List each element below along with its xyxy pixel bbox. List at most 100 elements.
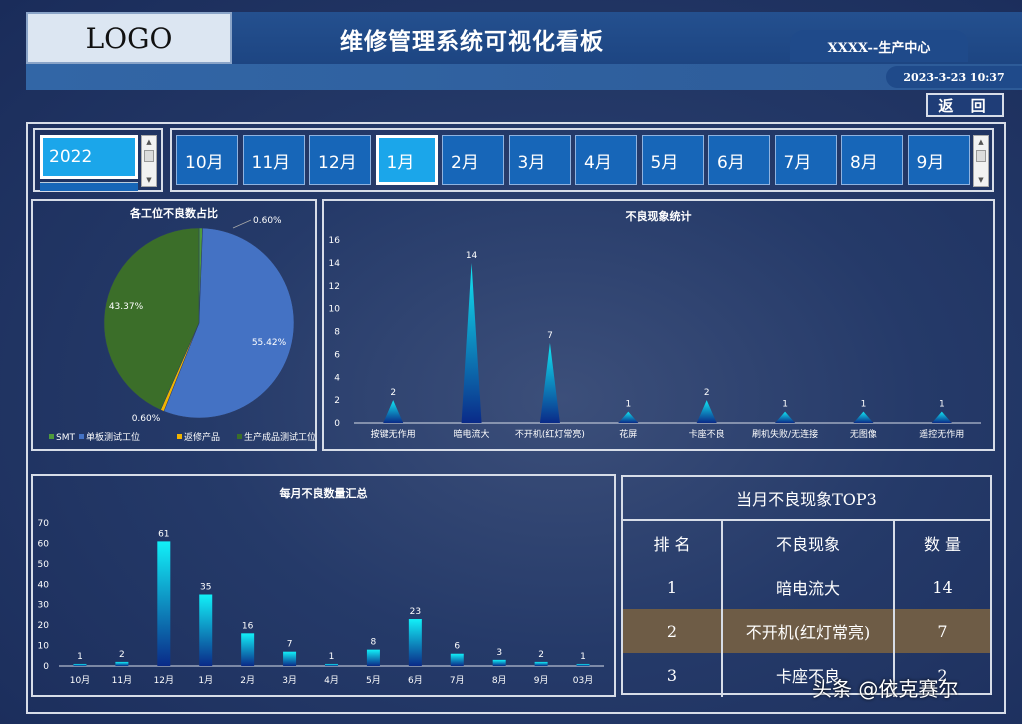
month-tab[interactable]: 9月 bbox=[907, 135, 970, 185]
count-cell: 7 bbox=[937, 621, 948, 641]
month-panel bbox=[170, 128, 994, 192]
table-row: 3 卡座不良 2 bbox=[623, 653, 990, 697]
center-name: XXXX--生产中心 bbox=[790, 30, 968, 62]
x-tick-label: 8月 bbox=[492, 675, 507, 686]
monthly-chart: 010203040506070110月211月6112月351月162月73月1… bbox=[38, 519, 604, 686]
item-cell: 卡座不良 bbox=[721, 653, 895, 697]
x-tick-label: 2月 bbox=[240, 675, 255, 686]
rank-cell: 3 bbox=[666, 665, 678, 685]
y-tick-label: 20 bbox=[38, 621, 50, 631]
x-tick-label: 不开机(红灯常亮) bbox=[515, 428, 585, 440]
bar bbox=[383, 400, 404, 423]
month-tab[interactable]: 5月 bbox=[641, 135, 704, 185]
x-tick-label: 3月 bbox=[282, 675, 297, 686]
month-tab[interactable]: 6月 bbox=[708, 135, 770, 185]
pie-value-label: 43.37% bbox=[109, 302, 144, 312]
top3-title: 当月不良现象TOP3 bbox=[736, 490, 877, 509]
data-label: 1 bbox=[329, 652, 335, 662]
table-row: 1 暗电流大 14 bbox=[623, 565, 990, 609]
leader-line bbox=[232, 219, 252, 229]
data-label: 7 bbox=[547, 331, 553, 341]
bar bbox=[461, 262, 482, 423]
bar bbox=[157, 541, 171, 666]
month-tab[interactable]: 2月 bbox=[442, 135, 504, 185]
header-item: 不良现象 bbox=[721, 521, 895, 565]
year-panel bbox=[33, 128, 163, 192]
monthly-chart-title: 每月不良数量汇总 bbox=[279, 487, 368, 500]
bar bbox=[115, 661, 129, 666]
x-tick-label: 刷机失败/无连接 bbox=[752, 428, 818, 440]
scroll-up-icon[interactable]: ▲ bbox=[978, 138, 984, 146]
legend-label: 生产成品测试工位 bbox=[244, 431, 315, 443]
data-label: 1 bbox=[625, 400, 631, 410]
month-tab[interactable]: 7月 bbox=[774, 135, 837, 185]
month-scrollbar[interactable]: ▲ ▼ bbox=[973, 135, 989, 187]
watermark: 头条 @依克赛尔 bbox=[812, 677, 959, 701]
year-option-selected[interactable]: 2022 bbox=[40, 135, 138, 179]
header-rank: 排 名 bbox=[653, 535, 691, 554]
table-header-row: 排 名 不良现象 数 量 bbox=[623, 521, 990, 565]
bar bbox=[283, 651, 297, 666]
x-tick-label: 5月 bbox=[366, 675, 381, 686]
pie-chart: 0.60% 55.42% 0.60% 43.37% SMT 单板测试工位 返修产品 生产成品测… bbox=[49, 216, 315, 443]
legend-swatch bbox=[237, 434, 242, 439]
bar bbox=[199, 594, 213, 666]
y-tick-label: 10 bbox=[38, 642, 50, 652]
legend-label: SMT bbox=[56, 433, 75, 443]
y-tick-label: 6 bbox=[334, 350, 340, 360]
x-tick-label: 花屏 bbox=[619, 428, 637, 440]
data-label: 8 bbox=[371, 638, 377, 648]
scroll-down-icon[interactable]: ▼ bbox=[146, 176, 152, 184]
bar bbox=[366, 649, 380, 666]
bar-chart-title: 不良现象统计 bbox=[625, 210, 692, 223]
year-option-next[interactable] bbox=[40, 182, 138, 191]
scroll-down-icon[interactable]: ▼ bbox=[978, 176, 984, 184]
y-tick-label: 12 bbox=[329, 282, 340, 292]
pie-chart-panel bbox=[31, 199, 317, 451]
y-tick-label: 0 bbox=[334, 419, 340, 429]
month-tab[interactable]: 10月 bbox=[176, 135, 238, 185]
data-label: 23 bbox=[410, 607, 421, 617]
scroll-thumb[interactable] bbox=[976, 150, 986, 162]
month-tab[interactable]: 11月 bbox=[242, 135, 305, 185]
bar bbox=[696, 400, 717, 423]
datetime: 2023-3-23 10:37 bbox=[886, 66, 1022, 88]
data-label: 7 bbox=[287, 640, 293, 650]
header-count: 数 量 bbox=[923, 535, 962, 554]
bar bbox=[853, 411, 874, 423]
year-scrollbar[interactable]: ▲ ▼ bbox=[141, 135, 157, 187]
legend-swatch bbox=[49, 434, 54, 439]
data-label: 2 bbox=[119, 650, 125, 660]
x-tick-label: 1月 bbox=[198, 675, 213, 686]
month-tab[interactable]: 8月 bbox=[841, 135, 903, 185]
x-tick-label: 12月 bbox=[154, 675, 174, 686]
y-tick-label: 0 bbox=[43, 662, 49, 672]
x-tick-label: 卡座不良 bbox=[689, 428, 725, 440]
y-tick-label: 30 bbox=[38, 601, 50, 611]
x-tick-label: 9月 bbox=[534, 675, 549, 686]
table-row-highlighted: 2 不开机(红灯常亮) 7 bbox=[623, 609, 990, 653]
pie-slice bbox=[163, 227, 295, 419]
legend-label: 单板测试工位 bbox=[86, 431, 140, 443]
month-tab[interactable]: 3月 bbox=[508, 135, 571, 185]
month-tab[interactable]: 12月 bbox=[309, 135, 371, 185]
data-label: 2 bbox=[704, 388, 710, 398]
scroll-up-icon[interactable]: ▲ bbox=[146, 138, 152, 146]
data-label: 1 bbox=[580, 652, 586, 662]
bar bbox=[73, 663, 87, 666]
data-label: 1 bbox=[77, 652, 83, 662]
data-label: 1 bbox=[861, 400, 867, 410]
pie-chart-title: 各工位不良数占比 bbox=[130, 207, 218, 220]
x-tick-label: 10月 bbox=[70, 675, 90, 686]
x-tick-label: 遥控无作用 bbox=[919, 428, 964, 440]
back-button[interactable]: 返 回 bbox=[926, 93, 1004, 117]
count-cell: 2 bbox=[937, 665, 948, 685]
month-tab[interactable]: 4月 bbox=[575, 135, 637, 185]
scroll-thumb[interactable] bbox=[144, 150, 154, 162]
data-label: 1 bbox=[939, 400, 945, 410]
data-label: 61 bbox=[158, 529, 169, 539]
month-tab[interactable]: 1月 bbox=[375, 135, 438, 185]
pie-value-label: 55.42% bbox=[252, 338, 287, 348]
bar bbox=[241, 633, 255, 666]
y-tick-label: 60 bbox=[38, 539, 50, 549]
